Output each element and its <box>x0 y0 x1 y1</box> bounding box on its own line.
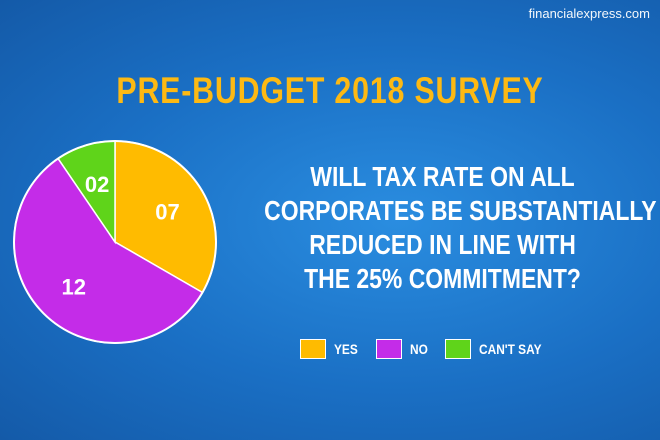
pie-outline <box>13 140 217 344</box>
slice-label-no: 12 <box>62 274 86 299</box>
slice-label-yes: 07 <box>155 200 179 225</box>
legend-label: NO <box>410 341 428 357</box>
legend-item-yes: YES <box>300 339 362 359</box>
legend-item-cant-say: CAN'T SAY <box>445 339 553 359</box>
legend-label: CAN'T SAY <box>479 341 542 357</box>
legend-item-no: NO <box>376 339 431 359</box>
survey-question: WILL TAX RATE ON ALL CORPORATES BE SUBST… <box>264 160 657 296</box>
question-line: REDUCED IN LINE WITH <box>309 229 576 260</box>
legend: YES NO CAN'T SAY <box>300 339 567 359</box>
chart-title: PRE-BUDGET 2018 SURVEY <box>116 70 544 111</box>
legend-swatch <box>376 339 403 359</box>
question-line: THE 25% COMMITMENT? <box>304 263 581 294</box>
legend-swatch <box>445 339 472 359</box>
legend-label: YES <box>334 341 358 357</box>
legend-swatch <box>300 339 326 359</box>
slice-label-cant-say: 02 <box>85 172 109 197</box>
question-line: CORPORATES BE SUBSTANTIALLY <box>264 195 657 226</box>
financialexpress-logo: financialexpress.com <box>528 6 650 21</box>
question-line: WILL TAX RATE ON ALL <box>310 161 575 192</box>
